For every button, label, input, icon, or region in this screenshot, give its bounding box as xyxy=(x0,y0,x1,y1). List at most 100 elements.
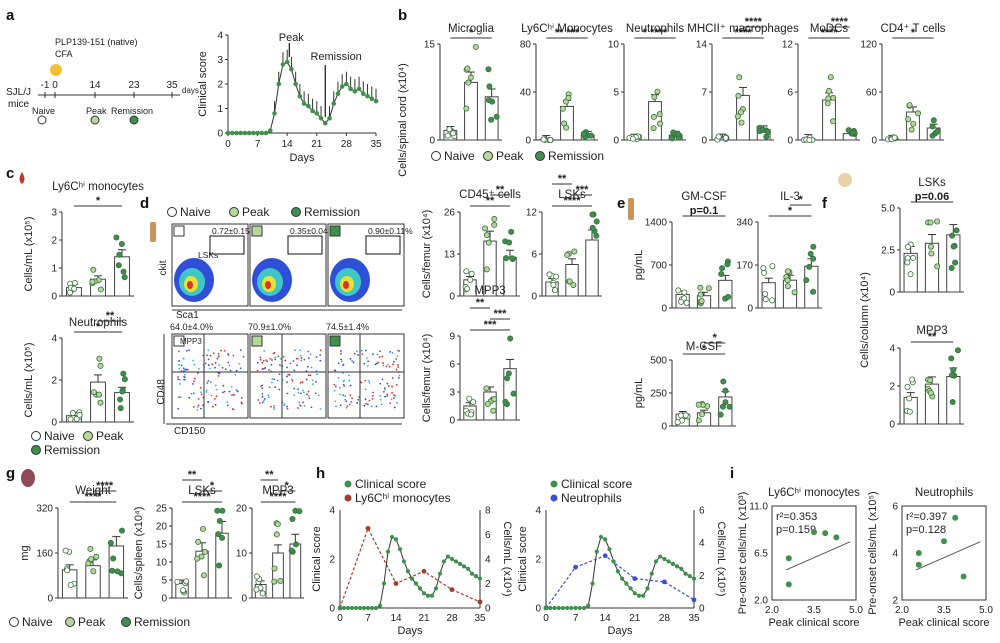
bar xyxy=(804,265,819,309)
stat-label: * xyxy=(96,321,101,333)
legend-label: Clinical score xyxy=(561,477,633,491)
event-dot xyxy=(370,405,373,408)
legend-entry: Naive xyxy=(31,429,75,443)
event-dot xyxy=(300,359,303,362)
legend-entry: Remission xyxy=(535,149,604,163)
event-dot xyxy=(263,367,265,370)
panel-b-ylabel: Cells/spinal cord (x10⁴) xyxy=(397,63,409,177)
event-dot xyxy=(294,349,296,352)
event-dot xyxy=(213,397,216,400)
data-point xyxy=(280,62,286,67)
y-tick-label: 6.5 xyxy=(754,549,768,560)
event-dot xyxy=(292,360,295,362)
group-swatch xyxy=(251,225,263,237)
data-point xyxy=(89,278,96,285)
event-dot xyxy=(188,349,190,352)
event-dot xyxy=(261,395,264,398)
y-tick-label: 7 xyxy=(701,88,707,99)
y-tick-label: 40 xyxy=(520,88,532,99)
legend-entry: Naive xyxy=(167,205,211,219)
event-dot xyxy=(306,365,309,368)
stat-label: **** xyxy=(820,27,838,39)
data-point xyxy=(589,211,596,218)
event-dot xyxy=(383,387,386,390)
event-dot xyxy=(372,391,375,394)
y2-axis-label: Cells/mL (x10⁵) xyxy=(715,521,727,596)
data-point xyxy=(952,514,959,521)
data-point xyxy=(807,250,814,257)
event-dot xyxy=(262,359,265,362)
chart-title: MPP3 xyxy=(474,285,505,297)
stat-label: *** xyxy=(484,319,498,331)
chart-title: Neutrophils xyxy=(69,317,127,329)
stat-label: ** xyxy=(106,310,115,322)
secondary-series-line xyxy=(339,526,481,609)
legend-label: Naive xyxy=(44,429,75,443)
naive-label: Naive xyxy=(32,106,55,116)
x-tick-label: 21 xyxy=(418,613,430,624)
stat-label: **** xyxy=(563,195,581,207)
x-tick-label: 7 xyxy=(255,139,261,150)
y-axis-label: Pre-onset cells/mL (x10³) xyxy=(737,492,749,614)
data-point xyxy=(784,283,791,290)
event-dot xyxy=(365,402,367,405)
y2-tick-label: 4 xyxy=(699,538,705,549)
event-dot xyxy=(279,364,282,367)
event-dot xyxy=(360,349,363,352)
event-dot xyxy=(382,364,385,367)
annotation-peak: Peak xyxy=(279,32,305,44)
data-point xyxy=(738,119,745,126)
event-dot xyxy=(214,362,217,364)
data-point xyxy=(393,537,399,542)
event-dot xyxy=(385,365,388,368)
series-line xyxy=(228,61,377,134)
data-point xyxy=(705,285,712,292)
bar-chart-modcs: MoDCs 0 6 12 ******** xyxy=(782,16,860,147)
data-point xyxy=(345,605,351,611)
data-point xyxy=(109,567,116,574)
data-point xyxy=(929,123,936,130)
data-point xyxy=(674,564,680,569)
event-dot xyxy=(299,354,302,357)
bar-chart-cd4-t-cells: CD4⁺ T cells 0 60 120 * xyxy=(860,23,945,147)
event-dot xyxy=(182,357,185,360)
gate-label-mpp3: MPP3 xyxy=(180,337,202,346)
event-dot xyxy=(299,381,302,384)
event-dot xyxy=(384,395,386,398)
x-tick-label: 7 xyxy=(573,613,579,624)
legend-swatch xyxy=(344,494,352,502)
y-tick-label: 25 xyxy=(156,504,168,515)
stat-label: * xyxy=(713,332,718,344)
x-tick-label: 35 xyxy=(474,613,486,624)
y2-tick-label: 6 xyxy=(699,506,705,517)
y-tick-label: 0 xyxy=(613,136,619,147)
data-point xyxy=(681,289,688,296)
event-dot xyxy=(307,350,310,353)
data-point xyxy=(225,130,231,136)
x-tick-label: 7 xyxy=(365,613,371,624)
data-point xyxy=(695,401,702,408)
data-point xyxy=(229,130,235,136)
data-point xyxy=(365,93,370,99)
data-point xyxy=(649,571,654,576)
x-tick-label: 35 xyxy=(370,139,382,150)
event-dot xyxy=(217,372,220,374)
event-dot xyxy=(282,355,285,358)
data-point xyxy=(810,243,817,250)
data-point xyxy=(719,265,726,272)
dual-axis-chart: 0 2 4 0 2 4 6 0 7 14 21 28 35 Days Clinical score Cells… xyxy=(517,477,727,637)
data-point xyxy=(472,43,479,50)
y-axis-label: Pre-onset cells/mL (x10⁵) xyxy=(867,491,879,614)
event-dot xyxy=(349,358,352,360)
event-dot xyxy=(286,392,289,395)
data-point xyxy=(87,545,94,552)
event-dot xyxy=(379,394,382,397)
y-axis-label: pg/mL xyxy=(633,250,645,281)
y-tick-label: 0 xyxy=(889,420,895,431)
secondary-data-point xyxy=(602,553,608,559)
stat-label: *** xyxy=(576,184,590,196)
data-point xyxy=(830,94,837,101)
